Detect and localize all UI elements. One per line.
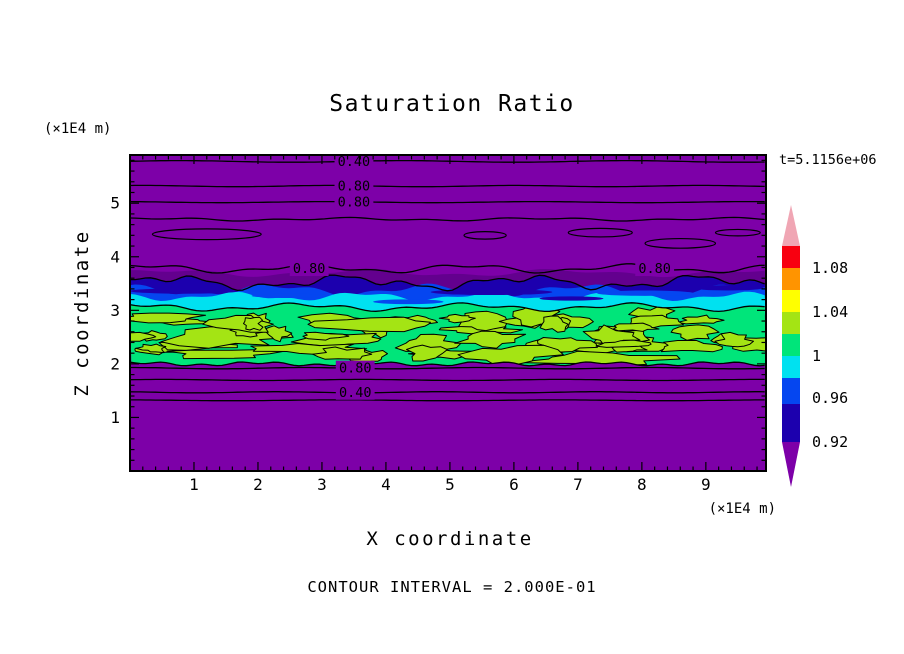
contour-interval-note: CONTOUR INTERVAL = 2.000E-01 [307,578,596,596]
y-tick-label: 4 [110,247,120,266]
contour-label: 0.80 [339,361,372,377]
contour-blob [454,330,527,349]
contour-label: 0.40 [338,154,371,170]
contour-line [130,378,765,382]
contour-blob [539,315,569,333]
contour-label-patch [335,384,375,400]
x-tick-label: 2 [253,475,263,494]
contour-label-patch [334,178,374,194]
contour-label: 0.80 [638,261,671,277]
contour-line [130,200,765,204]
contour-label: 0.80 [338,179,371,195]
contour-loop [714,228,761,237]
y-axis-title: Z coordinate [71,229,93,396]
colorbar-segment-above-max [782,205,800,246]
colorbar-tick-label: 0.92 [812,433,848,451]
x-axis-title: X coordinate [366,528,533,550]
x-axis-unit-label: (×1E4 m) [709,501,776,517]
colorbar-segment-green [782,334,800,356]
contour-line [130,302,765,313]
contour-line [130,184,765,188]
chart-title: Saturation Ratio [329,91,575,117]
blob-field [130,305,766,366]
contour-blob [312,346,373,360]
x-tick-label: 7 [573,475,583,494]
contour-blob [166,349,287,360]
contour-line [130,216,765,222]
axes: 1 2 3 4 5 6 7 8 9 1 2 3 4 5 [110,154,767,494]
contour-label-patch [334,155,374,169]
colorbar-tick-label: 1.08 [812,259,848,277]
y-tick-label: 2 [110,354,120,373]
streak [130,288,239,294]
contour-label-patch [635,261,675,277]
colorbar-segment-navy [782,404,800,442]
y-tick-label: 5 [110,194,120,213]
contour-label: 0.80 [338,195,371,211]
contour-blob [595,339,652,348]
contour-label-patch [289,261,329,277]
contour-blob [670,324,720,341]
colorbar-segment-lime [782,312,800,334]
colorbar-segment-yellow [782,290,800,312]
y-tick-label: 1 [110,408,120,427]
contour-blob [263,325,293,343]
colorbar-segment-red [782,246,800,268]
contour-blob [130,331,157,342]
contour-line [130,366,765,370]
contour-blob [307,316,431,333]
contour-loop [151,228,262,241]
colorbar-tick-label: 1.04 [812,303,848,321]
contour-blob [714,331,754,348]
streak [597,290,694,296]
contour-line [130,399,765,402]
timestamp-label: t=5.1156e+06 [779,152,877,168]
y-axis-unit-label: (×1E4 m) [44,121,111,137]
contour-line [130,391,765,394]
colorbar: 1.08 1.04 1 0.96 0.92 [782,205,848,487]
colorbar-segment-cyan [782,356,800,378]
contour-loop [567,227,633,238]
y-tick-label: 3 [110,301,120,320]
contour-label-patch [334,194,374,210]
colorbar-segment-orange [782,268,800,290]
contour-blob [677,314,725,325]
contour-blob [243,316,264,331]
x-tick-label: 4 [381,475,391,494]
plot-field: 0.400.800.800.80 0.800.800.40 [130,154,766,471]
colorbar-segment-blue [782,378,800,404]
contour-line [130,361,765,367]
contour-blob [302,331,350,341]
contour-loop [644,237,717,249]
contour-label: 0.40 [339,385,372,401]
streak [693,285,764,291]
contour-blob [660,339,723,353]
contour-line [130,274,765,292]
x-tick-label: 6 [509,475,519,494]
x-tick-label: 8 [637,475,647,494]
x-tick-label: 1 [189,475,199,494]
x-tick-label: 3 [317,475,327,494]
streak [539,296,604,301]
plot-frame [129,154,767,472]
colorbar-segment-below-min [782,442,800,487]
streak [251,293,329,299]
contour-blob [135,343,167,354]
contour-blob [612,322,660,332]
contour-label: 0.80 [293,261,326,277]
streak [373,299,444,305]
colorbar-tick-label: 1 [812,347,821,365]
x-tick-label: 5 [445,475,455,494]
contour-loop [463,230,507,240]
colorbar-tick-label: 0.96 [812,389,848,407]
contour-blob [438,313,476,324]
x-tick-label: 9 [701,475,711,494]
streak [430,289,553,296]
contour-blob [406,344,448,362]
contour-blob [130,312,207,324]
contour-blob [457,344,564,366]
contour-line [130,159,765,163]
contour-label-patch [335,360,375,376]
